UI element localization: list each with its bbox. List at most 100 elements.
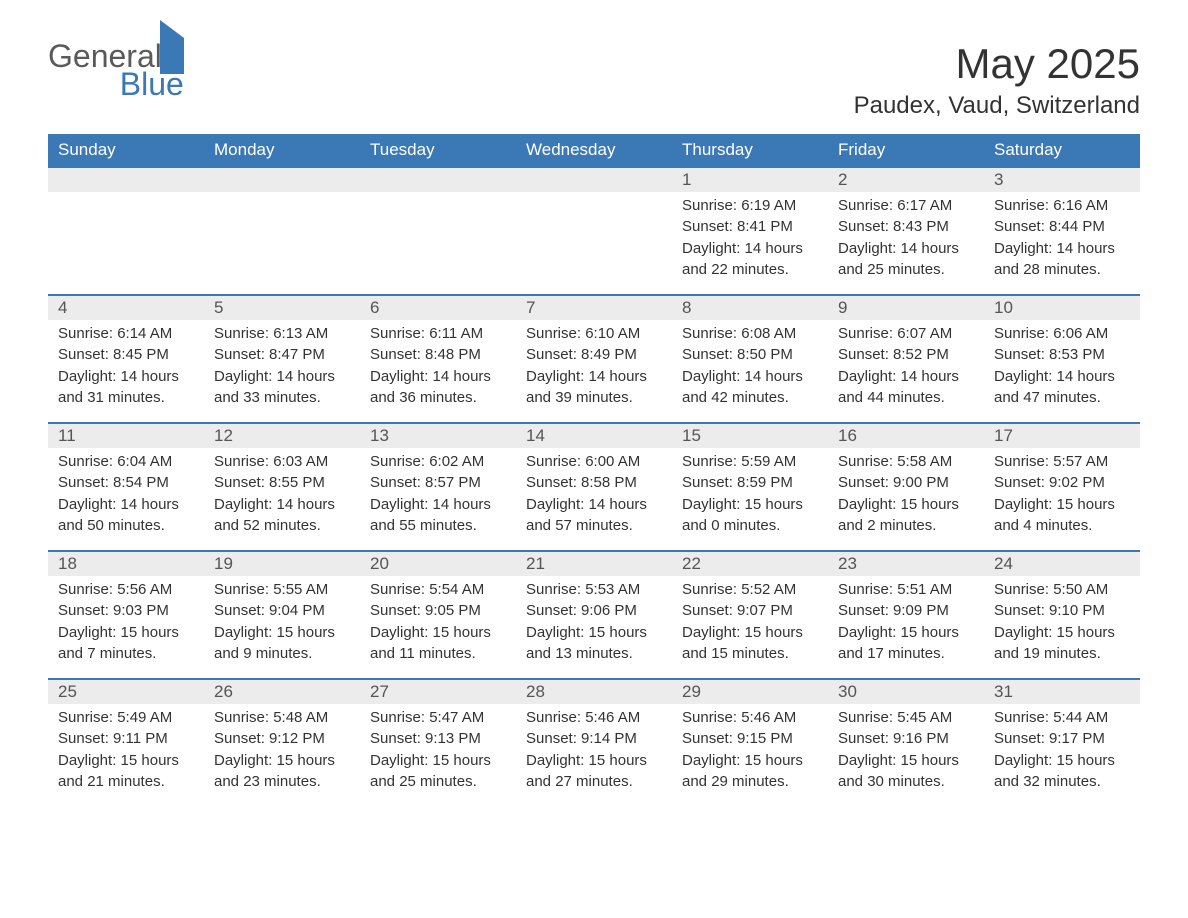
daylight-line2: and 29 minutes. [682, 772, 818, 792]
daylight-line2: and 42 minutes. [682, 388, 818, 408]
sunset-text: Sunset: 9:04 PM [214, 601, 350, 621]
day-cell: 23Sunrise: 5:51 AMSunset: 9:09 PMDayligh… [828, 552, 984, 678]
day-number: 27 [360, 680, 516, 704]
day-number: 23 [828, 552, 984, 576]
sunset-text: Sunset: 8:59 PM [682, 473, 818, 493]
daylight-line2: and 36 minutes. [370, 388, 506, 408]
day-number: 30 [828, 680, 984, 704]
daylight-line1: Daylight: 15 hours [370, 751, 506, 771]
day-cell: 22Sunrise: 5:52 AMSunset: 9:07 PMDayligh… [672, 552, 828, 678]
day-number: 19 [204, 552, 360, 576]
day-content: Sunrise: 5:56 AMSunset: 9:03 PMDaylight:… [48, 576, 204, 671]
daylight-line1: Daylight: 14 hours [58, 367, 194, 387]
sunrise-text: Sunrise: 5:45 AM [838, 708, 974, 728]
weeks-container: 1Sunrise: 6:19 AMSunset: 8:41 PMDaylight… [48, 166, 1140, 806]
day-number: 29 [672, 680, 828, 704]
day-cell: 21Sunrise: 5:53 AMSunset: 9:06 PMDayligh… [516, 552, 672, 678]
daylight-line1: Daylight: 14 hours [526, 367, 662, 387]
day-number: 3 [984, 168, 1140, 192]
day-cell: 5Sunrise: 6:13 AMSunset: 8:47 PMDaylight… [204, 296, 360, 422]
sunrise-text: Sunrise: 5:58 AM [838, 452, 974, 472]
sunset-text: Sunset: 8:53 PM [994, 345, 1130, 365]
sunrise-text: Sunrise: 5:50 AM [994, 580, 1130, 600]
day-content: Sunrise: 6:07 AMSunset: 8:52 PMDaylight:… [828, 320, 984, 415]
day-content: Sunrise: 5:58 AMSunset: 9:00 PMDaylight:… [828, 448, 984, 543]
day-number: 4 [48, 296, 204, 320]
day-number: 25 [48, 680, 204, 704]
daylight-line1: Daylight: 15 hours [58, 623, 194, 643]
daylight-line2: and 13 minutes. [526, 644, 662, 664]
day-cell: 14Sunrise: 6:00 AMSunset: 8:58 PMDayligh… [516, 424, 672, 550]
daylight-line1: Daylight: 14 hours [994, 239, 1130, 259]
sunset-text: Sunset: 9:11 PM [58, 729, 194, 749]
day-cell: 9Sunrise: 6:07 AMSunset: 8:52 PMDaylight… [828, 296, 984, 422]
daylight-line1: Daylight: 14 hours [214, 367, 350, 387]
sunrise-text: Sunrise: 6:08 AM [682, 324, 818, 344]
sunrise-text: Sunrise: 5:57 AM [994, 452, 1130, 472]
day-number: 21 [516, 552, 672, 576]
sunset-text: Sunset: 9:05 PM [370, 601, 506, 621]
daylight-line1: Daylight: 14 hours [682, 239, 818, 259]
sunset-text: Sunset: 8:49 PM [526, 345, 662, 365]
sunrise-text: Sunrise: 6:16 AM [994, 196, 1130, 216]
daylight-line2: and 44 minutes. [838, 388, 974, 408]
day-number: 2 [828, 168, 984, 192]
day-number: 18 [48, 552, 204, 576]
sunset-text: Sunset: 8:57 PM [370, 473, 506, 493]
sunset-text: Sunset: 9:16 PM [838, 729, 974, 749]
day-number: 28 [516, 680, 672, 704]
sunset-text: Sunset: 9:02 PM [994, 473, 1130, 493]
sunset-text: Sunset: 9:07 PM [682, 601, 818, 621]
daylight-line2: and 32 minutes. [994, 772, 1130, 792]
logo-text: General Blue [48, 40, 184, 100]
day-number: 22 [672, 552, 828, 576]
day-cell [360, 168, 516, 294]
day-content: Sunrise: 5:50 AMSunset: 9:10 PMDaylight:… [984, 576, 1140, 671]
sunrise-text: Sunrise: 6:06 AM [994, 324, 1130, 344]
day-cell: 19Sunrise: 5:55 AMSunset: 9:04 PMDayligh… [204, 552, 360, 678]
day-cell: 15Sunrise: 5:59 AMSunset: 8:59 PMDayligh… [672, 424, 828, 550]
day-content: Sunrise: 6:19 AMSunset: 8:41 PMDaylight:… [672, 192, 828, 287]
sunset-text: Sunset: 8:45 PM [58, 345, 194, 365]
daylight-line1: Daylight: 14 hours [526, 495, 662, 515]
day-number: 5 [204, 296, 360, 320]
sunrise-text: Sunrise: 5:44 AM [994, 708, 1130, 728]
day-number: 6 [360, 296, 516, 320]
day-number: 11 [48, 424, 204, 448]
sunrise-text: Sunrise: 6:00 AM [526, 452, 662, 472]
week-row: 4Sunrise: 6:14 AMSunset: 8:45 PMDaylight… [48, 294, 1140, 422]
day-cell: 17Sunrise: 5:57 AMSunset: 9:02 PMDayligh… [984, 424, 1140, 550]
weekday-saturday: Saturday [984, 134, 1140, 166]
empty-day-bar [48, 168, 204, 192]
sunrise-text: Sunrise: 5:53 AM [526, 580, 662, 600]
day-cell: 7Sunrise: 6:10 AMSunset: 8:49 PMDaylight… [516, 296, 672, 422]
daylight-line1: Daylight: 15 hours [994, 495, 1130, 515]
sunrise-text: Sunrise: 5:51 AM [838, 580, 974, 600]
day-content: Sunrise: 5:55 AMSunset: 9:04 PMDaylight:… [204, 576, 360, 671]
sunset-text: Sunset: 9:00 PM [838, 473, 974, 493]
day-content: Sunrise: 6:02 AMSunset: 8:57 PMDaylight:… [360, 448, 516, 543]
week-row: 18Sunrise: 5:56 AMSunset: 9:03 PMDayligh… [48, 550, 1140, 678]
sunset-text: Sunset: 8:50 PM [682, 345, 818, 365]
weekday-friday: Friday [828, 134, 984, 166]
sunrise-text: Sunrise: 6:02 AM [370, 452, 506, 472]
sunset-text: Sunset: 8:41 PM [682, 217, 818, 237]
day-cell: 1Sunrise: 6:19 AMSunset: 8:41 PMDaylight… [672, 168, 828, 294]
day-cell: 3Sunrise: 6:16 AMSunset: 8:44 PMDaylight… [984, 168, 1140, 294]
day-number: 16 [828, 424, 984, 448]
daylight-line1: Daylight: 14 hours [58, 495, 194, 515]
day-number: 15 [672, 424, 828, 448]
daylight-line1: Daylight: 15 hours [682, 751, 818, 771]
daylight-line2: and 9 minutes. [214, 644, 350, 664]
daylight-line2: and 50 minutes. [58, 516, 194, 536]
day-content: Sunrise: 5:54 AMSunset: 9:05 PMDaylight:… [360, 576, 516, 671]
weekday-tuesday: Tuesday [360, 134, 516, 166]
day-cell: 12Sunrise: 6:03 AMSunset: 8:55 PMDayligh… [204, 424, 360, 550]
weekday-header-row: SundayMondayTuesdayWednesdayThursdayFrid… [48, 134, 1140, 166]
weekday-sunday: Sunday [48, 134, 204, 166]
daylight-line2: and 28 minutes. [994, 260, 1130, 280]
sunrise-text: Sunrise: 6:19 AM [682, 196, 818, 216]
daylight-line1: Daylight: 14 hours [838, 239, 974, 259]
daylight-line2: and 39 minutes. [526, 388, 662, 408]
sunrise-text: Sunrise: 5:49 AM [58, 708, 194, 728]
